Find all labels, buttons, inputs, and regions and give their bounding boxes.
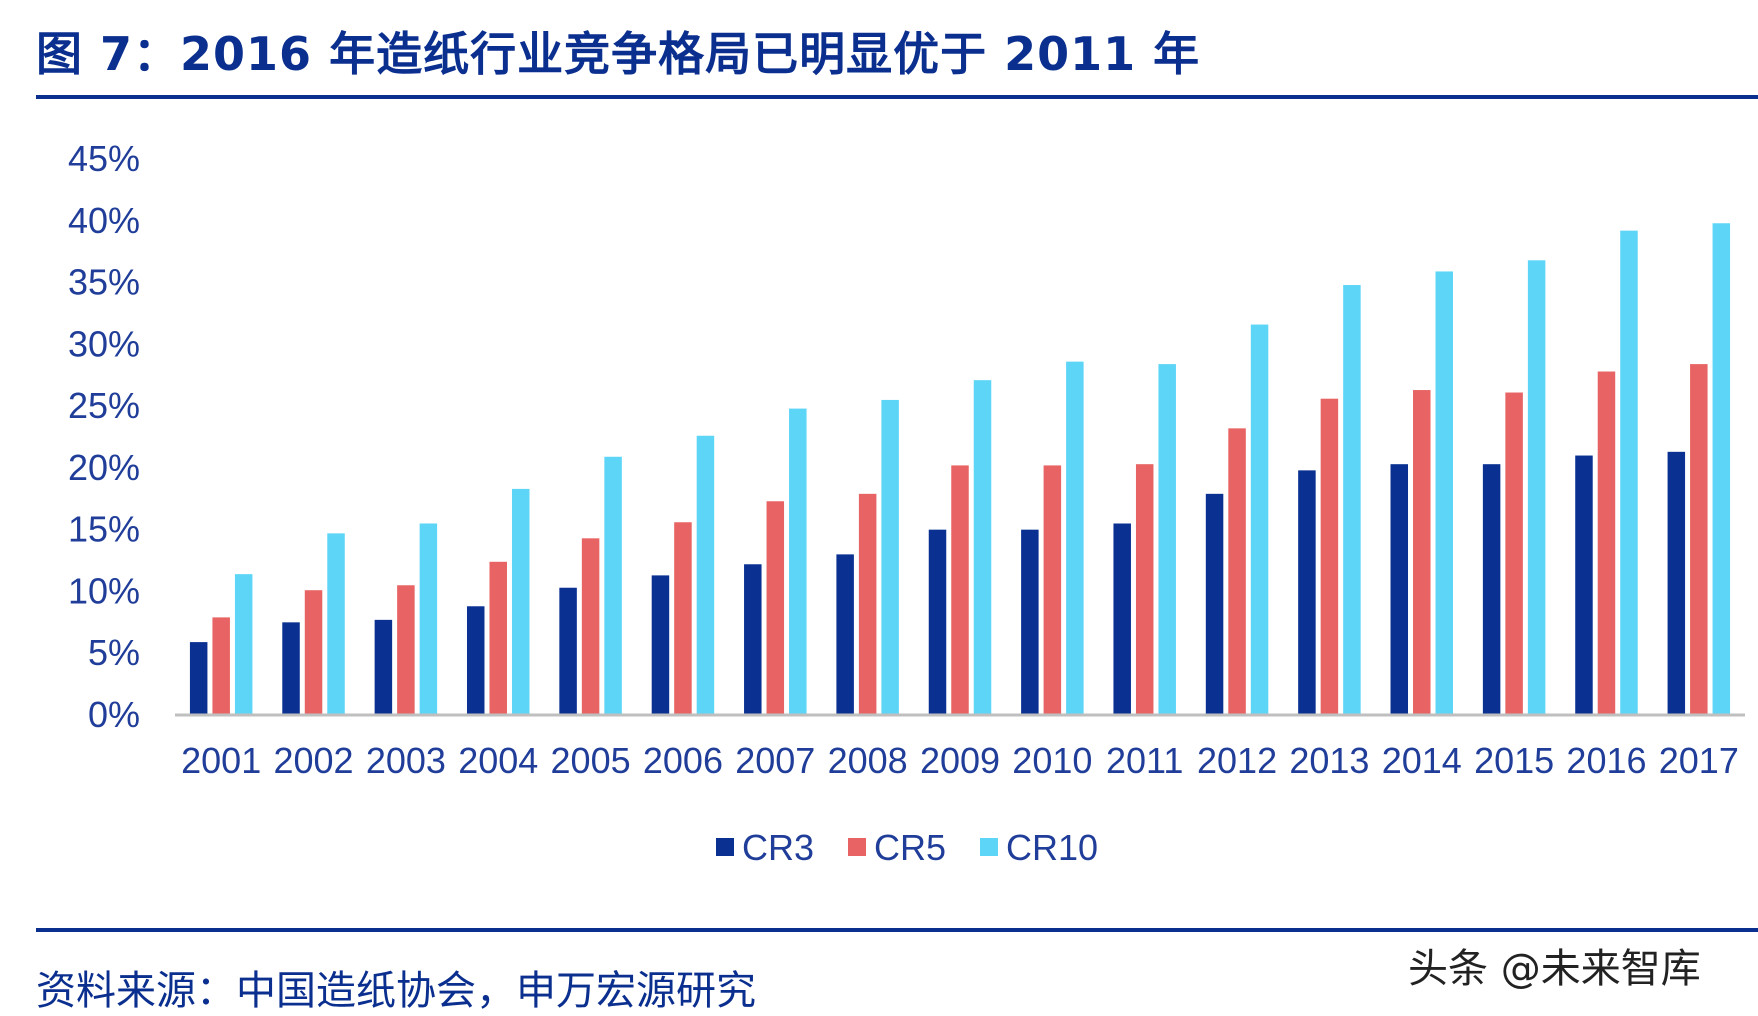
y-tick-label: 45% xyxy=(68,138,140,179)
bar-cr5-2006 xyxy=(674,522,692,715)
bar-group xyxy=(189,223,1731,715)
page-title: 图 7：2016 年造纸行业竞争格局已明显优于 2011 年 xyxy=(36,27,1201,81)
bar-cr5-2011 xyxy=(1135,464,1154,715)
x-tick-label: 2014 xyxy=(1382,740,1462,781)
x-axis-ticks: 2001 2002 2003 2004 2005 2006 2007 2008 2009 2010… xyxy=(181,740,1739,781)
y-axis-ticks: 0% 5% 10% 15% 20% 25% 30% 35% 40% 45% xyxy=(68,138,140,735)
bar-cr5-2005 xyxy=(581,538,600,715)
bar-cr5-2001 xyxy=(212,617,230,715)
bar-cr10-2005 xyxy=(604,456,622,715)
bar-cr10-2011 xyxy=(1158,364,1176,715)
bar-cr10-2003 xyxy=(419,523,438,715)
legend-swatch-cr3 xyxy=(716,838,734,856)
x-tick-label: 2012 xyxy=(1197,740,1277,781)
title-rule xyxy=(36,95,1758,99)
source-note: 资料来源：中国造纸协会，申万宏源研究 xyxy=(36,968,756,1014)
bar-cr3-2008 xyxy=(836,554,854,715)
bar-cr10-2008 xyxy=(881,399,899,715)
bar-cr10-2015 xyxy=(1527,260,1546,715)
bar-cr3-2003 xyxy=(374,619,393,715)
bar-cr3-2004 xyxy=(466,606,485,715)
bar-cr3-2014 xyxy=(1390,464,1409,715)
x-tick-label: 2003 xyxy=(366,740,446,781)
y-tick-label: 30% xyxy=(68,323,140,364)
bar-cr5-2009 xyxy=(951,465,969,715)
legend-swatch-cr10 xyxy=(980,838,998,856)
legend-swatch-cr5 xyxy=(848,838,866,856)
bar-cr5-2004 xyxy=(489,561,507,715)
bar-cr3-2009 xyxy=(928,529,947,715)
x-tick-label: 2007 xyxy=(735,740,815,781)
bar-cr3-2012 xyxy=(1205,493,1224,715)
y-tick-label: 0% xyxy=(88,694,140,735)
bar-cr3-2010 xyxy=(1021,529,1039,715)
x-tick-label: 2011 xyxy=(1106,740,1183,781)
bar-cr5-2013 xyxy=(1320,398,1339,715)
x-tick-label: 2016 xyxy=(1566,740,1646,781)
bar-cr10-2017 xyxy=(1712,223,1731,715)
bar-cr10-2010 xyxy=(1066,361,1084,715)
bar-cr3-2007 xyxy=(744,564,762,715)
y-tick-label: 25% xyxy=(68,385,140,426)
bar-cr5-2016 xyxy=(1597,371,1616,715)
legend-label-cr10: CR10 xyxy=(1006,827,1098,868)
x-tick-label: 2015 xyxy=(1474,740,1554,781)
bar-cr3-2011 xyxy=(1113,523,1131,715)
x-tick-label: 2009 xyxy=(920,740,1000,781)
bar-cr5-2012 xyxy=(1228,428,1246,715)
bar-cr5-2007 xyxy=(766,501,785,715)
bar-cr3-2001 xyxy=(189,642,208,715)
y-tick-label: 35% xyxy=(68,262,140,303)
bar-cr5-2003 xyxy=(397,585,415,715)
x-tick-label: 2013 xyxy=(1289,740,1369,781)
bar-chart: 0%5%10%15%20%25%30%35%40%45% 2001 2002 200… xyxy=(68,138,1745,868)
bar-cr10-2016 xyxy=(1620,230,1638,715)
x-tick-label: 2005 xyxy=(551,740,631,781)
x-tick-label: 2002 xyxy=(273,740,353,781)
watermark: 头条 @未来智库 xyxy=(1408,946,1701,992)
bar-cr5-2017 xyxy=(1690,364,1708,715)
legend-label-cr3: CR3 xyxy=(742,827,814,868)
x-tick-label: 2006 xyxy=(643,740,723,781)
legend-label-cr5: CR5 xyxy=(874,827,946,868)
bar-cr3-2005 xyxy=(559,587,577,715)
y-tick-label: 15% xyxy=(68,509,140,550)
bar-cr10-2006 xyxy=(696,435,715,715)
x-tick-label: 2010 xyxy=(1012,740,1092,781)
bar-cr3-2015 xyxy=(1482,464,1501,715)
footer-rule xyxy=(36,928,1758,932)
bar-cr10-2004 xyxy=(511,488,530,715)
x-tick-label: 2004 xyxy=(458,740,538,781)
y-tick-label: 20% xyxy=(68,447,140,488)
y-tick-label: 40% xyxy=(68,200,140,241)
bar-cr5-2015 xyxy=(1505,392,1523,715)
bar-cr10-2009 xyxy=(973,380,992,715)
bar-cr10-2001 xyxy=(234,574,253,715)
y-tick-label: 10% xyxy=(68,570,140,611)
x-tick-label: 2008 xyxy=(828,740,908,781)
bar-cr3-2016 xyxy=(1575,455,1593,715)
y-tick-label: 5% xyxy=(88,632,140,673)
bar-cr5-2008 xyxy=(858,493,877,715)
bar-cr10-2002 xyxy=(327,533,345,715)
bar-cr10-2013 xyxy=(1343,285,1361,715)
legend: CR3 CR5 CR10 xyxy=(716,827,1098,868)
x-tick-label: 2017 xyxy=(1659,740,1739,781)
bar-cr5-2014 xyxy=(1413,390,1431,715)
bar-cr3-2013 xyxy=(1298,470,1316,715)
bar-cr10-2012 xyxy=(1250,324,1269,715)
bar-cr3-2002 xyxy=(282,622,300,715)
bar-cr10-2014 xyxy=(1435,271,1454,715)
x-tick-label: 2001 xyxy=(181,740,261,781)
bar-cr5-2002 xyxy=(304,590,323,715)
bar-cr10-2007 xyxy=(789,408,807,715)
bar-cr3-2017 xyxy=(1667,451,1686,715)
bar-cr3-2006 xyxy=(651,575,670,715)
bar-cr5-2010 xyxy=(1043,465,1062,715)
